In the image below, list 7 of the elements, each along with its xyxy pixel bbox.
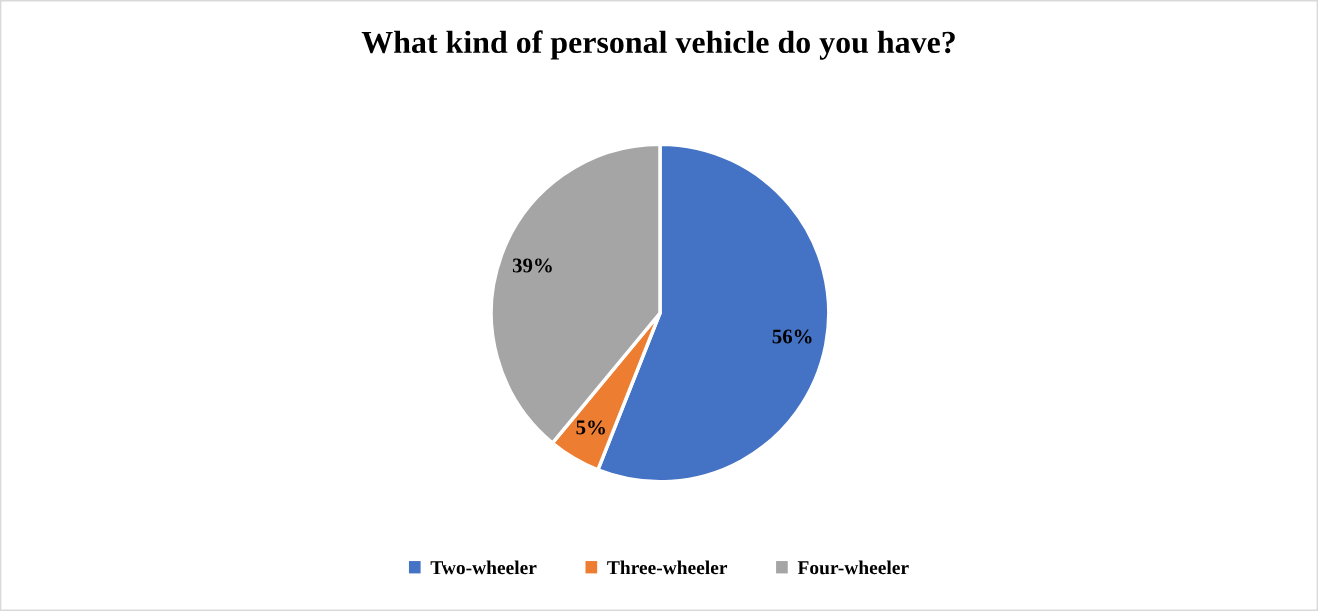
data-label: 5% xyxy=(576,420,605,435)
data-label: 39% xyxy=(512,258,552,273)
data-label: 56% xyxy=(772,329,812,344)
legend-label: Three-wheeler xyxy=(607,560,728,575)
chart-title: What kind of personal vehicle do you have? xyxy=(361,30,955,60)
legend-label: Four-wheeler xyxy=(797,560,909,575)
legend-label: Two-wheeler xyxy=(430,560,537,575)
